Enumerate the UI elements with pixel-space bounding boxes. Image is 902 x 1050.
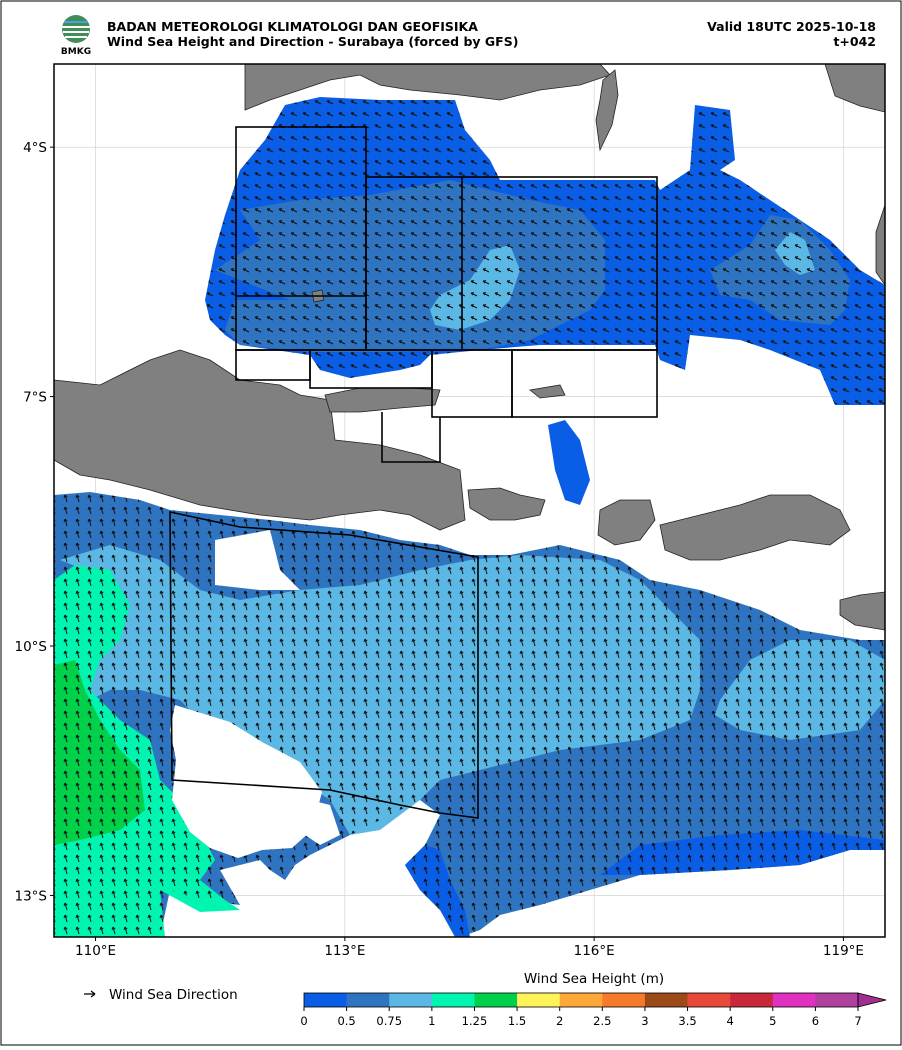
colorbar-tick-label: 5 <box>769 1014 776 1028</box>
colorbar-segment <box>431 993 475 1007</box>
colorbar-tick-label: 0 <box>300 1014 307 1028</box>
lead-time: t+042 <box>833 34 876 49</box>
logo-text: BMKG <box>61 47 91 57</box>
colorbar-segment <box>389 993 433 1007</box>
land <box>54 64 885 631</box>
direction-legend: Wind Sea Direction <box>84 987 238 1003</box>
legend-label: Wind Sea Direction <box>109 987 238 1003</box>
colorbar-segment <box>559 993 603 1007</box>
y-tick-label: 4°S <box>23 140 47 156</box>
colorbar-tick-label: 1 <box>428 1014 435 1028</box>
colorbar-tick-label: 2 <box>556 1014 563 1028</box>
valid-time: Valid 18UTC 2025-10-18 <box>707 19 876 34</box>
colorbar-tick-label: 1.5 <box>508 1014 526 1028</box>
domain-boxes <box>169 126 658 819</box>
map <box>54 64 885 937</box>
colorbar-segment <box>730 993 774 1007</box>
colorbar-title: Wind Sea Height (m) <box>524 971 664 987</box>
colorbar-segment <box>687 993 731 1007</box>
colorbar-segment <box>474 993 518 1007</box>
x-tick-label: 116°E <box>574 943 615 959</box>
colorbar-segment <box>517 993 560 1007</box>
x-tick-label: 119°E <box>823 943 864 959</box>
colorbar-segment <box>815 993 859 1007</box>
x-tick-label: 113°E <box>324 943 365 959</box>
colorbar-outline <box>303 992 859 1008</box>
y-tick-label: 13°S <box>15 888 48 904</box>
logo: BMKG <box>61 15 91 57</box>
colorbar-tick-label: 4 <box>726 1014 733 1028</box>
colorbar-tick-label: 3.5 <box>678 1014 696 1028</box>
colorbar-tick-label: 7 <box>854 1014 861 1028</box>
colorbar-segment <box>304 993 347 1007</box>
y-tick-label: 7°S <box>23 390 47 406</box>
sea-field-south <box>54 492 885 937</box>
agency-name: BADAN METEOROLOGI KLIMATOLOGI DAN GEOFIS… <box>107 19 478 34</box>
colorbar-segment <box>772 993 816 1007</box>
colorbar-segment <box>602 993 646 1007</box>
map-title: Wind Sea Height and Direction - Surabaya… <box>107 34 518 49</box>
colorbar-segment <box>644 993 688 1007</box>
colorbar-tick-label: 6 <box>812 1014 819 1028</box>
sea-field-north <box>205 97 885 505</box>
colorbar-tick-label: 1.25 <box>462 1014 488 1028</box>
x-tick-label: 110°E <box>75 943 116 959</box>
colorbar-segment <box>346 993 390 1007</box>
map-frame <box>53 63 886 938</box>
y-tick-label: 10°S <box>15 639 48 655</box>
colorbar-tick-label: 0.75 <box>376 1014 402 1028</box>
colorbar-tick-label: 0.5 <box>337 1014 355 1028</box>
colorbar-tick-label: 2.5 <box>593 1014 611 1028</box>
colorbar-tick-label: 3 <box>641 1014 648 1028</box>
